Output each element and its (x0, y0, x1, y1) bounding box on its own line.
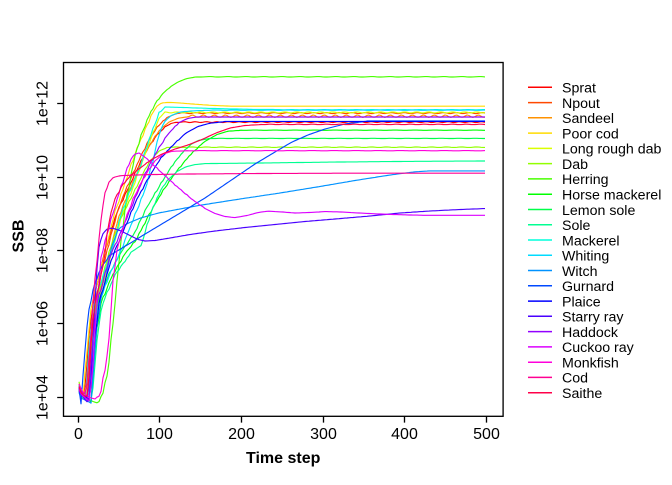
svg-text:1e+06: 1e+06 (35, 301, 52, 346)
svg-text:Herring: Herring (562, 172, 609, 188)
svg-text:Long rough dab: Long rough dab (562, 142, 662, 158)
svg-text:Mackerel: Mackerel (562, 233, 620, 249)
svg-text:Starry ray: Starry ray (562, 310, 624, 326)
svg-text:SSB: SSB (11, 220, 28, 253)
svg-text:Saithe: Saithe (562, 386, 602, 402)
svg-text:Poor cod: Poor cod (562, 126, 619, 142)
svg-text:400: 400 (391, 426, 418, 443)
svg-text:Sprat: Sprat (562, 81, 596, 97)
svg-text:300: 300 (310, 426, 337, 443)
svg-text:Dab: Dab (562, 157, 588, 173)
svg-text:Npout: Npout (562, 96, 600, 112)
svg-text:0: 0 (74, 426, 83, 443)
svg-text:500: 500 (473, 426, 500, 443)
svg-text:Gurnard: Gurnard (562, 279, 614, 295)
svg-text:Monkfish: Monkfish (562, 356, 619, 372)
svg-text:Cuckoo ray: Cuckoo ray (562, 340, 635, 356)
svg-text:100: 100 (146, 426, 173, 443)
svg-text:Horse mackerel: Horse mackerel (562, 188, 661, 204)
svg-text:1e+08: 1e+08 (35, 228, 52, 273)
svg-text:Time step: Time step (246, 450, 321, 467)
svg-text:1e+04: 1e+04 (35, 375, 52, 420)
svg-text:200: 200 (228, 426, 255, 443)
svg-text:Witch: Witch (562, 264, 597, 280)
svg-text:Lemon sole: Lemon sole (562, 203, 635, 219)
svg-text:1e+10: 1e+10 (35, 155, 52, 200)
svg-text:1e+12: 1e+12 (35, 81, 52, 126)
svg-text:Whiting: Whiting (562, 249, 609, 265)
svg-text:Haddock: Haddock (562, 325, 619, 341)
svg-text:Cod: Cod (562, 371, 588, 387)
svg-text:Sandeel: Sandeel (562, 111, 614, 127)
svg-text:Plaice: Plaice (562, 294, 601, 310)
svg-text:Sole: Sole (562, 218, 591, 234)
